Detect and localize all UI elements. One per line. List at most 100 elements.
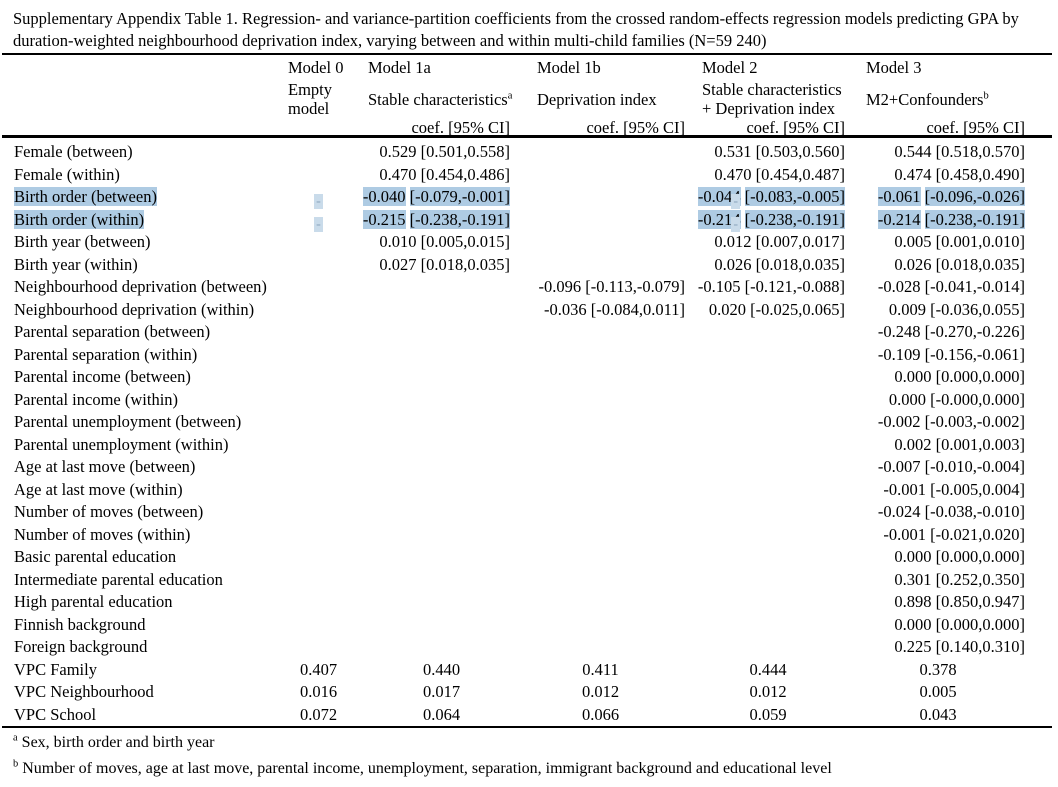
column-header-model2: Model 2	[688, 58, 848, 80]
cell-m1a	[352, 456, 513, 479]
table-row: Parental income (within) 0.000 [-0.000,0.…	[0, 389, 1028, 412]
header-label-spacer	[0, 58, 285, 80]
table-row: Age at last move (between) -0.007 [-0.010…	[0, 456, 1028, 479]
cell-m1a: -0.040 [-0.079,-0.001]	[352, 186, 513, 209]
table-row: Parental unemployment (between) -0.002 [-…	[0, 411, 1028, 434]
row-label: Foreign background	[14, 637, 148, 656]
cell-m3: 0.026 [0.018,0.035]	[894, 254, 1025, 274]
column-header-model1a: Model 1a	[352, 58, 513, 80]
title-divider	[2, 53, 1052, 55]
cell-m0	[285, 614, 352, 637]
cell-m3: 0.378	[919, 659, 957, 679]
cell-m0	[285, 321, 352, 344]
cell-m2: -0.214 [-0.238,-0.191]	[688, 209, 848, 232]
cell-m0	[285, 546, 352, 569]
table-title: Supplementary Appendix Table 1. Regressi…	[13, 9, 1019, 50]
model0-description: Empty model	[288, 80, 332, 118]
row-label: Neighbourhood deprivation (between)	[14, 277, 267, 296]
footnote-a-marker: a	[13, 732, 18, 744]
table-row: Parental unemployment (within) 0.002 [0.0…	[0, 434, 1028, 457]
cell-m1b	[513, 614, 688, 637]
row-label: Intermediate parental education	[14, 569, 223, 589]
cell-m1a	[352, 591, 513, 614]
model1b-name: Model 1b	[537, 58, 601, 77]
cell-m0	[285, 231, 352, 254]
highlighted-value: [-0.238,	[744, 209, 797, 229]
table-row: Neighbourhood deprivation (within) -0.036…	[0, 299, 1028, 322]
cell-m3: -0.007 [-0.010,-0.004]	[877, 457, 1025, 476]
cell-m1b	[513, 591, 688, 614]
table-row: Birth year (within) 0.027 [0.018,0.035] 0.…	[0, 254, 1028, 277]
model2-coef-header: coef. [95% CI]	[746, 118, 845, 137]
highlighted-value: -0.005]	[796, 187, 845, 206]
highlighted-value: -0.214	[697, 209, 741, 229]
row-label: Parental unemployment (between)	[14, 412, 242, 431]
row-label: Finnish background	[14, 614, 146, 634]
cell-m3: 0.009 [-0.036,0.055]	[888, 299, 1025, 319]
cell-m1a: 0.440	[422, 659, 461, 679]
cell-m3: -0.061 [-0.096,-0.026]	[848, 186, 1028, 209]
cell-m2: 0.531 [0.503,0.560]	[714, 142, 845, 161]
cell-m1a	[352, 389, 513, 412]
cell-m3: 0.000 [0.000,0.000]	[894, 367, 1025, 386]
cell-m3: 0.544 [0.518,0.570]	[894, 142, 1025, 161]
cell-m1b	[513, 501, 688, 524]
model1b-description: Deprivation index	[537, 89, 657, 109]
row-label: Parental separation (between)	[14, 322, 211, 341]
cell-m1a	[352, 344, 513, 367]
cell-m1b: 0.012	[581, 682, 620, 701]
cell-m1b	[513, 636, 688, 659]
model3-coef-header: coef. [95% CI]	[926, 118, 1025, 137]
cell-m1a	[352, 366, 513, 389]
cell-m3: -0.001 [-0.005,0.004]	[883, 479, 1025, 499]
cell-m2: 0.012	[749, 682, 787, 701]
cell-m3: -0.001 [-0.021,0.020]	[883, 524, 1025, 544]
cell-m2	[688, 636, 848, 659]
cell-m2: -0.105 [-0.121,-0.088]	[697, 277, 845, 296]
model1b-coef-header: coef. [95% CI]	[586, 118, 685, 137]
cell-m2	[688, 569, 848, 592]
table-row: Birth order (within) - -0.215 [-0.238,-0.1…	[0, 209, 1028, 232]
cell-m1a	[352, 299, 513, 322]
row-label: Age at last move (between)	[14, 457, 196, 476]
cell-m0: -	[285, 186, 352, 209]
cell-m3: -0.028 [-0.041,-0.014]	[877, 277, 1025, 296]
table-row: Neighbourhood deprivation (between) -0.09…	[0, 276, 1028, 299]
table-row: Basic parental education 0.000 [0.000,0.0…	[0, 546, 1028, 569]
table-row: Birth order (between) - -0.040 [-0.079,-0.…	[0, 186, 1028, 209]
table-row: Number of moves (within) -0.001 [-0.021,0…	[0, 524, 1028, 547]
table-row: Birth year (between) 0.010 [0.005,0.015] 0…	[0, 231, 1028, 254]
row-label: Birth year (between)	[14, 232, 151, 251]
model1a-name: Model 1a	[368, 58, 431, 77]
highlighted-value: -0.191]	[796, 209, 845, 229]
row-label: Number of moves (within)	[14, 524, 191, 544]
highlighted-value: [-0.238,	[409, 209, 462, 229]
table-row: Intermediate parental education 0.301 [0.…	[0, 569, 1028, 592]
cell-m1b	[513, 411, 688, 434]
highlighted-value: -0.191]	[461, 209, 510, 229]
cell-m1a: 0.027 [0.018,0.035]	[379, 254, 510, 274]
cell-m1a	[352, 434, 513, 457]
cell-m1b	[513, 524, 688, 547]
cell-m0	[285, 141, 352, 164]
row-label: Birth order (within)	[14, 209, 145, 229]
table-row: Parental income (between) 0.000 [0.000,0.…	[0, 366, 1028, 389]
highlighted-value: -0.214	[877, 209, 921, 229]
table-row: VPC Neighbourhood 0.016 0.017 0.012 0.012 0.0…	[0, 681, 1028, 704]
footnote-a-text: Sex, birth order and birth year	[21, 734, 215, 751]
table-row: Foreign background 0.225 [0.140,0.310]	[0, 636, 1028, 659]
row-label: Parental separation (within)	[14, 344, 198, 364]
row-label: Age at last move (within)	[14, 479, 183, 499]
highlighted-value: -0.040	[362, 187, 406, 206]
cell-m2	[688, 546, 848, 569]
cell-m0	[285, 524, 352, 547]
table-row: Parental separation (between) -0.248 [-0.…	[0, 321, 1028, 344]
footnote-b-text: Number of moves, age at last move, paren…	[22, 760, 832, 777]
cell-m1b: -0.036 [-0.084,0.011]	[544, 299, 685, 319]
model3-description: M2+Confoundersb	[866, 89, 989, 109]
cell-m1a: -0.215 [-0.238,-0.191]	[352, 209, 513, 232]
highlighted-value: -0.026]	[976, 187, 1025, 206]
row-label: Birth order (between)	[14, 187, 157, 206]
cell-m1b: -	[513, 209, 740, 232]
cell-m1b	[513, 456, 688, 479]
